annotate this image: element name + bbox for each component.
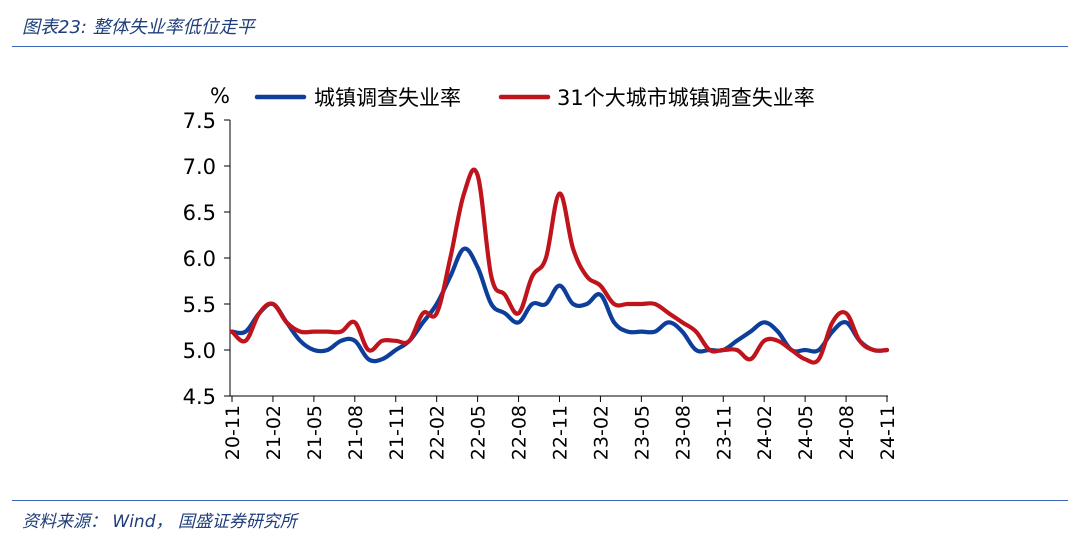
y-axis-unit-label: %: [210, 84, 230, 108]
y-tick-label: 6.0: [183, 247, 216, 271]
x-tick-label: 21-11: [386, 405, 408, 460]
x-tick-label: 22-11: [550, 405, 572, 460]
series-line-31-cities-unemployment: [229, 167, 890, 365]
x-axis-ticks: 20-11 21-02 21-05 21-08 21-11 22-02 22-05 22-08…: [222, 396, 899, 460]
x-tick-label: 24-05: [795, 405, 817, 460]
series-line-urban-unemployment: [229, 246, 890, 364]
legend-label: 城镇调查失业率: [314, 86, 461, 110]
y-tick-label: 7.5: [183, 109, 216, 133]
x-tick-label: 23-11: [713, 405, 735, 460]
x-tick-label: 22-08: [509, 405, 531, 460]
x-tick-label: 23-05: [631, 405, 653, 460]
header-rule: [12, 46, 1068, 47]
x-tick-label: 21-08: [345, 405, 367, 460]
line-chart: 7.5 7.0 6.5 6.0 5.5 5.0 4.5 20-11 21-02 21-05 21-…: [183, 84, 899, 460]
chart-legend: 城镇调查失业率 31个大城市城镇调查失业率: [254, 86, 815, 110]
x-tick-label: 24-08: [836, 405, 858, 460]
figure-title: 图表23: 整体失业率低位走平: [22, 17, 255, 38]
x-tick-label: 21-02: [263, 405, 285, 460]
x-tick-label: 20-11: [222, 405, 244, 460]
series-lines: [229, 167, 890, 365]
x-tick-label: 23-08: [672, 405, 694, 460]
x-tick-label: 22-02: [427, 405, 449, 460]
y-tick-label: 5.5: [183, 293, 216, 317]
x-tick-label: 23-02: [590, 405, 612, 460]
y-tick-label: 4.5: [183, 385, 216, 409]
x-tick-label: 21-05: [304, 405, 326, 460]
y-tick-label: 7.0: [183, 155, 216, 179]
footer-rule: [12, 500, 1068, 501]
x-tick-label: 24-11: [877, 405, 899, 460]
x-tick-label: 24-02: [754, 405, 776, 460]
y-tick-label: 6.5: [183, 201, 216, 225]
x-tick-label: 22-05: [468, 405, 490, 460]
source-note: 资料来源： Wind， 国盛证券研究所: [22, 512, 297, 532]
y-axis-ticks: 7.5 7.0 6.5 6.0 5.5 5.0 4.5: [183, 109, 230, 409]
chart-axes: [229, 120, 888, 397]
y-tick-label: 5.0: [183, 339, 216, 363]
legend-label: 31个大城市城镇调查失业率: [557, 86, 815, 110]
